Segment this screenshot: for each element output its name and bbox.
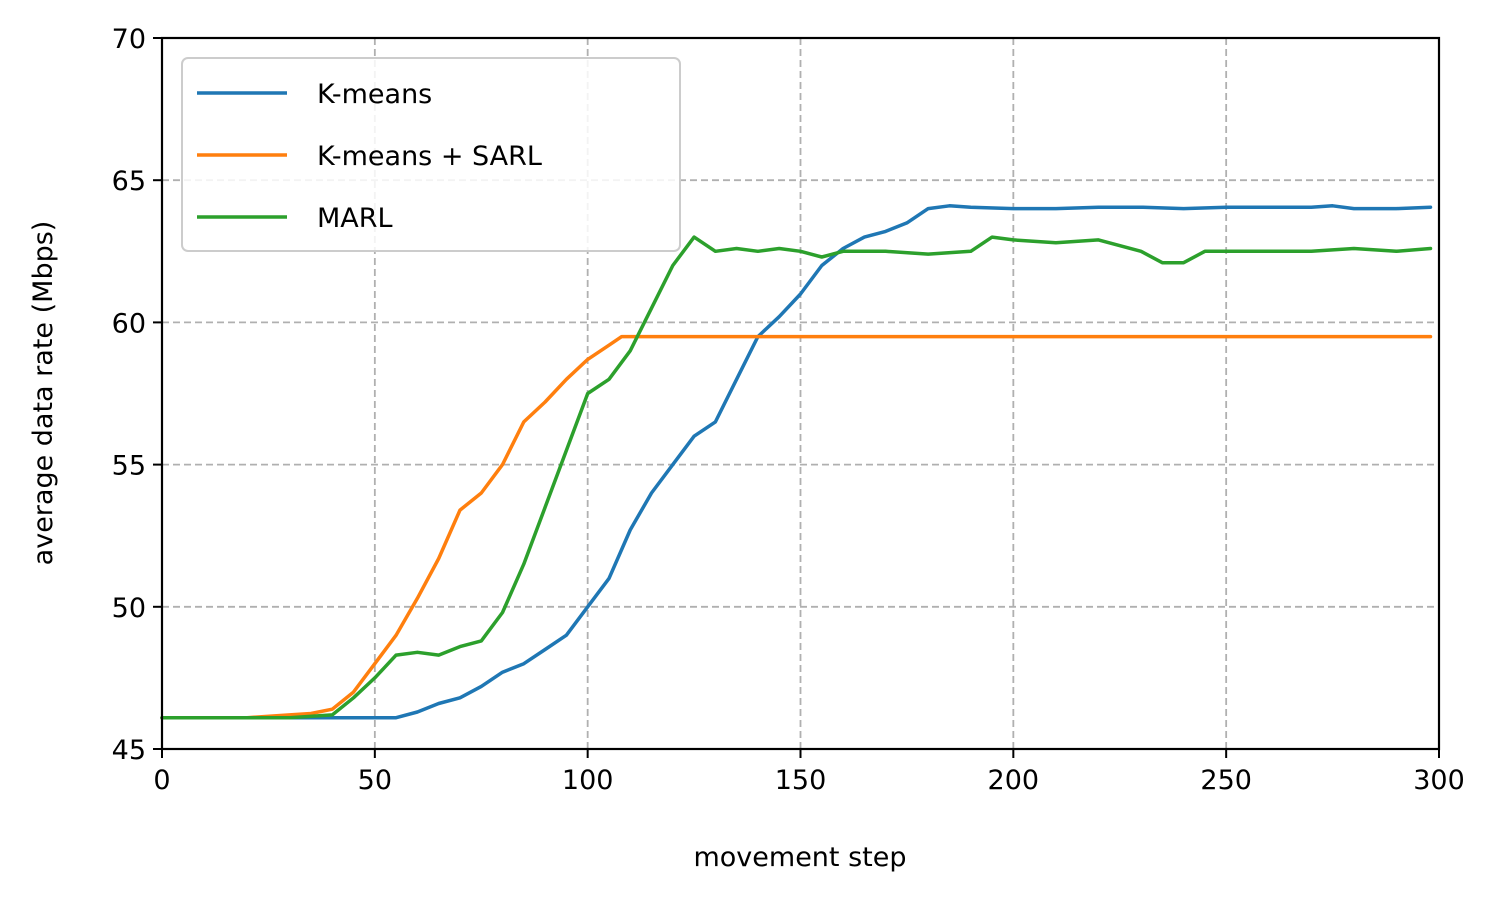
x-axis-label: movement step (693, 842, 906, 873)
x-tick-label: 200 (988, 765, 1040, 796)
x-axis-ticks: 0 50 100 150 200 250 300 (153, 749, 1465, 796)
x-tick-label: 0 (153, 765, 170, 796)
y-tick-label: 55 (112, 451, 146, 482)
legend-box (181, 57, 681, 252)
legend-label: K-means (317, 79, 432, 110)
x-tick-label: 300 (1413, 765, 1465, 796)
x-tick-label: 50 (358, 765, 392, 796)
series-line-marl (160, 235, 1433, 720)
y-tick-label: 50 (112, 593, 146, 624)
y-axis-ticks: 45 50 55 60 65 70 (112, 24, 162, 766)
legend: K-means K-means + SARL MARL (181, 57, 681, 252)
x-tick-label: 150 (775, 765, 827, 796)
legend-label: MARL (317, 203, 393, 234)
series-lines (160, 204, 1433, 720)
y-tick-label: 60 (112, 308, 146, 339)
x-tick-label: 100 (562, 765, 614, 796)
y-tick-label: 45 (112, 735, 146, 766)
y-tick-label: 65 (112, 166, 146, 197)
series-line-k-means (160, 204, 1433, 720)
y-tick-label: 70 (112, 24, 146, 55)
y-axis-label: average data rate (Mbps) (28, 221, 59, 566)
series-line-k-means-sarl (160, 334, 1433, 720)
legend-label: K-means + SARL (317, 141, 542, 172)
x-tick-label: 250 (1200, 765, 1252, 796)
